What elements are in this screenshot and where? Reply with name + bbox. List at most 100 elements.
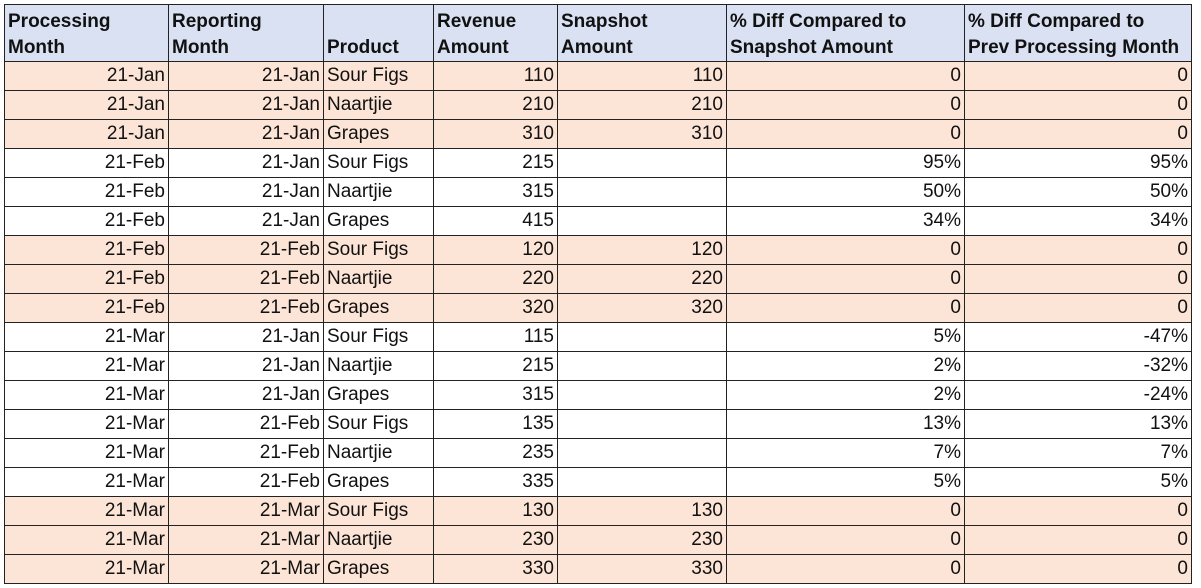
cell-pct-diff-prev-month[interactable]: 0	[964, 119, 1192, 149]
header-processing-month[interactable]: Processing Month	[4, 4, 169, 62]
cell-revenue-amount[interactable]: 315	[433, 380, 558, 410]
cell-pct-diff-snapshot[interactable]: 2%	[726, 351, 965, 381]
cell-reporting-month[interactable]: 21-Jan	[168, 90, 324, 120]
cell-reporting-month[interactable]: 21-Feb	[168, 264, 324, 294]
cell-reporting-month[interactable]: 21-Jan	[168, 177, 324, 207]
cell-product[interactable]: Grapes	[323, 119, 434, 149]
cell-pct-diff-prev-month[interactable]: -24%	[964, 380, 1192, 410]
cell-pct-diff-prev-month[interactable]: 95%	[964, 148, 1192, 178]
cell-product[interactable]: Sour Figs	[323, 61, 434, 91]
cell-reporting-month[interactable]: 21-Mar	[168, 496, 324, 526]
cell-processing-month[interactable]: 21-Jan	[4, 61, 169, 91]
cell-reporting-month[interactable]: 21-Jan	[168, 61, 324, 91]
cell-product[interactable]: Sour Figs	[323, 148, 434, 178]
cell-snapshot-amount[interactable]	[557, 322, 727, 352]
cell-snapshot-amount[interactable]	[557, 351, 727, 381]
header-snapshot-amount[interactable]: Snapshot Amount	[557, 4, 727, 62]
cell-processing-month[interactable]: 21-Feb	[4, 206, 169, 236]
cell-pct-diff-snapshot[interactable]: 13%	[726, 409, 965, 439]
cell-revenue-amount[interactable]: 110	[433, 61, 558, 91]
cell-snapshot-amount[interactable]: 120	[557, 235, 727, 265]
cell-pct-diff-prev-month[interactable]: -32%	[964, 351, 1192, 381]
cell-product[interactable]: Sour Figs	[323, 235, 434, 265]
cell-pct-diff-prev-month[interactable]: 50%	[964, 177, 1192, 207]
cell-reporting-month[interactable]: 21-Jan	[168, 351, 324, 381]
cell-pct-diff-prev-month[interactable]: 0	[964, 61, 1192, 91]
cell-product[interactable]: Sour Figs	[323, 409, 434, 439]
header-reporting-month[interactable]: Reporting Month	[168, 4, 324, 62]
cell-processing-month[interactable]: 21-Feb	[4, 293, 169, 323]
header-product[interactable]: Product	[323, 4, 434, 62]
cell-pct-diff-snapshot[interactable]: 2%	[726, 380, 965, 410]
cell-pct-diff-snapshot[interactable]: 0	[726, 119, 965, 149]
cell-snapshot-amount[interactable]: 320	[557, 293, 727, 323]
cell-snapshot-amount[interactable]	[557, 409, 727, 439]
cell-processing-month[interactable]: 21-Mar	[4, 467, 169, 497]
cell-pct-diff-snapshot[interactable]: 0	[726, 496, 965, 526]
cell-product[interactable]: Grapes	[323, 293, 434, 323]
cell-reporting-month[interactable]: 21-Jan	[168, 206, 324, 236]
cell-snapshot-amount[interactable]: 110	[557, 61, 727, 91]
cell-processing-month[interactable]: 21-Mar	[4, 351, 169, 381]
cell-pct-diff-snapshot[interactable]: 0	[726, 554, 965, 584]
cell-processing-month[interactable]: 21-Mar	[4, 525, 169, 555]
cell-reporting-month[interactable]: 21-Mar	[168, 554, 324, 584]
cell-pct-diff-prev-month[interactable]: 0	[964, 496, 1192, 526]
cell-pct-diff-snapshot[interactable]: 0	[726, 293, 965, 323]
cell-product[interactable]: Grapes	[323, 467, 434, 497]
cell-processing-month[interactable]: 21-Feb	[4, 235, 169, 265]
cell-reporting-month[interactable]: 21-Feb	[168, 438, 324, 468]
cell-snapshot-amount[interactable]	[557, 177, 727, 207]
cell-pct-diff-prev-month[interactable]: 0	[964, 525, 1192, 555]
cell-pct-diff-snapshot[interactable]: 0	[726, 90, 965, 120]
cell-product[interactable]: Grapes	[323, 206, 434, 236]
cell-pct-diff-snapshot[interactable]: 0	[726, 61, 965, 91]
cell-revenue-amount[interactable]: 330	[433, 554, 558, 584]
cell-processing-month[interactable]: 21-Mar	[4, 409, 169, 439]
cell-reporting-month[interactable]: 21-Jan	[168, 322, 324, 352]
cell-processing-month[interactable]: 21-Feb	[4, 177, 169, 207]
cell-snapshot-amount[interactable]	[557, 206, 727, 236]
cell-revenue-amount[interactable]: 120	[433, 235, 558, 265]
cell-product[interactable]: Sour Figs	[323, 322, 434, 352]
header-pct-diff-snapshot[interactable]: % Diff Compared to Snapshot Amount	[726, 4, 965, 62]
cell-pct-diff-snapshot[interactable]: 7%	[726, 438, 965, 468]
cell-product[interactable]: Naartjie	[323, 525, 434, 555]
cell-snapshot-amount[interactable]: 310	[557, 119, 727, 149]
cell-pct-diff-prev-month[interactable]: 0	[964, 554, 1192, 584]
cell-pct-diff-prev-month[interactable]: 0	[964, 235, 1192, 265]
cell-product[interactable]: Naartjie	[323, 351, 434, 381]
cell-reporting-month[interactable]: 21-Feb	[168, 467, 324, 497]
cell-revenue-amount[interactable]: 415	[433, 206, 558, 236]
cell-reporting-month[interactable]: 21-Feb	[168, 235, 324, 265]
cell-product[interactable]: Naartjie	[323, 177, 434, 207]
cell-reporting-month[interactable]: 21-Jan	[168, 119, 324, 149]
cell-pct-diff-snapshot[interactable]: 5%	[726, 467, 965, 497]
cell-reporting-month[interactable]: 21-Jan	[168, 380, 324, 410]
cell-processing-month[interactable]: 21-Feb	[4, 264, 169, 294]
header-revenue-amount[interactable]: Revenue Amount	[433, 4, 558, 62]
cell-snapshot-amount[interactable]: 330	[557, 554, 727, 584]
cell-snapshot-amount[interactable]: 210	[557, 90, 727, 120]
cell-pct-diff-prev-month[interactable]: 13%	[964, 409, 1192, 439]
cell-pct-diff-prev-month[interactable]: 0	[964, 264, 1192, 294]
cell-processing-month[interactable]: 21-Mar	[4, 380, 169, 410]
cell-snapshot-amount[interactable]: 230	[557, 525, 727, 555]
cell-reporting-month[interactable]: 21-Feb	[168, 293, 324, 323]
cell-snapshot-amount[interactable]	[557, 380, 727, 410]
cell-revenue-amount[interactable]: 135	[433, 409, 558, 439]
cell-processing-month[interactable]: 21-Mar	[4, 438, 169, 468]
cell-revenue-amount[interactable]: 320	[433, 293, 558, 323]
cell-processing-month[interactable]: 21-Jan	[4, 90, 169, 120]
cell-processing-month[interactable]: 21-Mar	[4, 554, 169, 584]
cell-product[interactable]: Naartjie	[323, 264, 434, 294]
cell-pct-diff-prev-month[interactable]: 0	[964, 90, 1192, 120]
cell-pct-diff-prev-month[interactable]: 5%	[964, 467, 1192, 497]
cell-product[interactable]: Grapes	[323, 380, 434, 410]
cell-snapshot-amount[interactable]	[557, 438, 727, 468]
cell-revenue-amount[interactable]: 310	[433, 119, 558, 149]
cell-processing-month[interactable]: 21-Mar	[4, 496, 169, 526]
cell-pct-diff-prev-month[interactable]: 34%	[964, 206, 1192, 236]
cell-processing-month[interactable]: 21-Feb	[4, 148, 169, 178]
cell-pct-diff-prev-month[interactable]: -47%	[964, 322, 1192, 352]
